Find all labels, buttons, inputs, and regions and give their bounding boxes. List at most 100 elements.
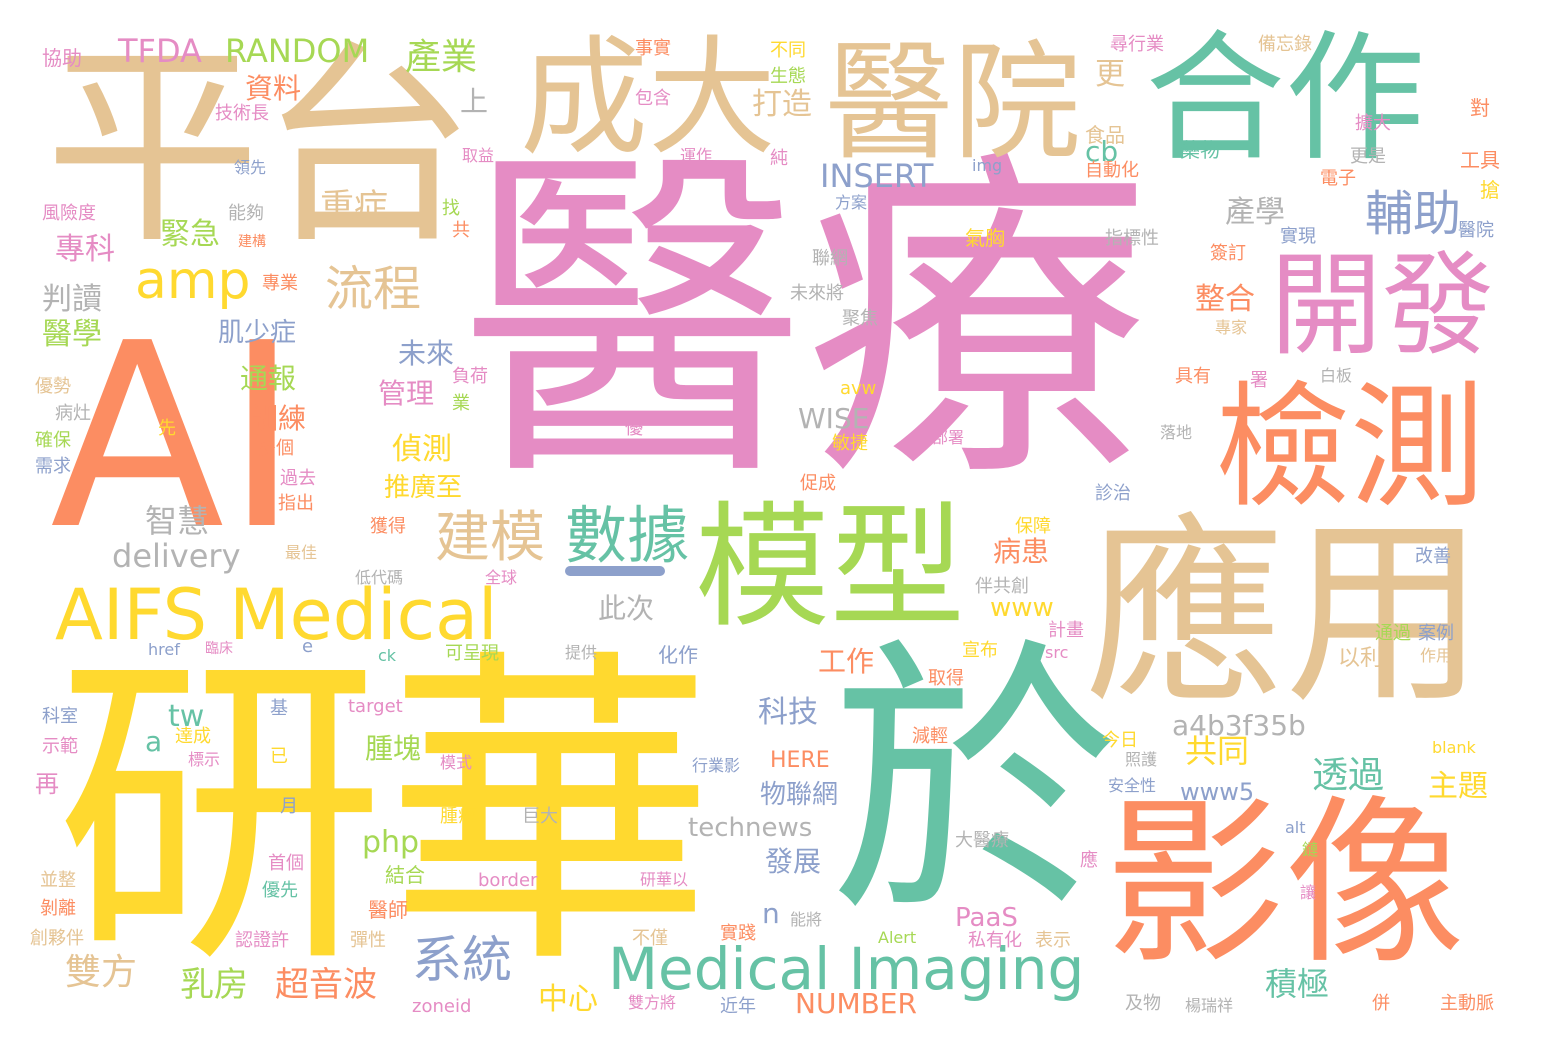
word: NUMBER <box>795 987 917 1020</box>
word: Alert <box>878 928 917 947</box>
word: 研華 <box>55 623 715 1007</box>
word: 模型 <box>695 489 965 646</box>
word: 訓練 <box>250 402 307 435</box>
word: 醫療 <box>460 122 1150 523</box>
word: 醫師 <box>368 898 408 922</box>
word: 上 <box>460 85 489 118</box>
word: 業 <box>452 393 470 414</box>
word: 敏捷 <box>832 433 868 454</box>
word: 多個 <box>258 438 294 459</box>
word: 提供 <box>565 643 598 662</box>
word: 透過 <box>1312 755 1385 796</box>
word: 行業影 <box>692 756 741 775</box>
word: 發展 <box>765 845 822 878</box>
word: WISE <box>798 402 870 435</box>
word: 聚焦 <box>842 308 878 329</box>
word: 能夠 <box>228 203 264 224</box>
word: 結合 <box>385 863 425 887</box>
word: zoneid <box>412 996 472 1017</box>
word: 私有化 <box>968 930 1022 951</box>
word: 食品 <box>1085 123 1125 147</box>
word: 備忘錄 <box>1258 34 1312 55</box>
word: 對 <box>1470 96 1490 120</box>
word: 優勢 <box>35 376 71 397</box>
word: 工具 <box>1460 148 1500 172</box>
word: 研華以 <box>640 870 689 889</box>
word: Medical Imaging <box>608 935 1085 1003</box>
word: 包含 <box>635 88 671 109</box>
word: 整合 <box>1195 282 1255 317</box>
word: 安全性 <box>1108 776 1157 795</box>
word: AI <box>50 289 300 586</box>
word: 專家 <box>1215 318 1248 337</box>
word: 近年 <box>720 996 756 1017</box>
word: 主動脈 <box>1440 993 1494 1014</box>
word: 再 <box>35 770 59 798</box>
word: 指標性 <box>1105 228 1159 249</box>
word: alt <box>1285 818 1306 837</box>
word: 緊急 <box>160 217 220 252</box>
word: 技術長 <box>215 103 269 124</box>
word: 系統 <box>412 931 512 989</box>
word: 通報 <box>240 362 297 395</box>
word: tw <box>168 699 205 734</box>
word: 生態 <box>770 66 806 87</box>
word: 風險度 <box>42 203 96 224</box>
word: 醫院 <box>825 29 1082 178</box>
word: 臨床 <box>205 641 233 657</box>
word: 實踐 <box>720 923 756 944</box>
word: 工作 <box>818 645 875 678</box>
word: 不僅 <box>632 928 668 949</box>
word: 偵測 <box>392 432 452 467</box>
word: img <box>972 156 1003 175</box>
word: 建模 <box>435 505 546 569</box>
word: 腫瘤 <box>440 806 476 827</box>
word: 診治 <box>1095 483 1131 504</box>
word: 積極 <box>1265 965 1330 1003</box>
word: 鏈 <box>1302 840 1319 859</box>
word: 最佳 <box>285 543 318 562</box>
word: 今日 <box>1102 730 1138 751</box>
word: 不同 <box>770 40 806 61</box>
word: 負荷 <box>452 366 488 387</box>
word: 全球 <box>485 568 518 587</box>
word: 物聯網 <box>760 780 839 810</box>
word: 低代碼 <box>355 568 404 587</box>
word: 認證許 <box>235 930 289 951</box>
word: 判讀 <box>42 282 102 317</box>
word: 併 <box>1372 993 1390 1014</box>
word: 優先 <box>262 880 298 901</box>
word: 可呈現 <box>445 643 499 664</box>
word: 伴共創 <box>975 576 1029 597</box>
word: delivery <box>112 537 241 575</box>
word: 讓 <box>1300 883 1317 902</box>
word: www <box>990 593 1054 623</box>
word: 作用 <box>1420 646 1453 665</box>
word: 大醫療 <box>955 830 1009 851</box>
word: 能將 <box>790 910 823 929</box>
word: 腫塊 <box>365 732 422 765</box>
word: 及物 <box>1125 993 1161 1014</box>
word: 聯網 <box>812 248 848 269</box>
word: php <box>362 825 420 860</box>
word: 乳房 <box>180 965 248 1005</box>
word: 更是 <box>1350 146 1386 167</box>
word: 宣布 <box>962 640 998 661</box>
word: 主題 <box>1428 769 1488 804</box>
word: www5 <box>1180 778 1255 806</box>
word: src <box>1045 643 1069 662</box>
word: 應 <box>1080 850 1098 871</box>
word: 需求 <box>35 456 71 477</box>
word: 藥物 <box>1180 138 1220 162</box>
word: 事實 <box>635 38 671 59</box>
word: 資料 <box>245 72 302 105</box>
word: 純 <box>770 148 788 169</box>
word: 具有 <box>1175 366 1211 387</box>
word: 彈性 <box>350 930 386 951</box>
word: 創夥伴 <box>30 928 84 949</box>
word: 示範 <box>42 736 78 757</box>
word: 更 <box>1095 57 1125 92</box>
word: 基 <box>270 698 288 719</box>
word: 以利 <box>1338 646 1383 671</box>
word: 氣胸 <box>965 226 1005 250</box>
